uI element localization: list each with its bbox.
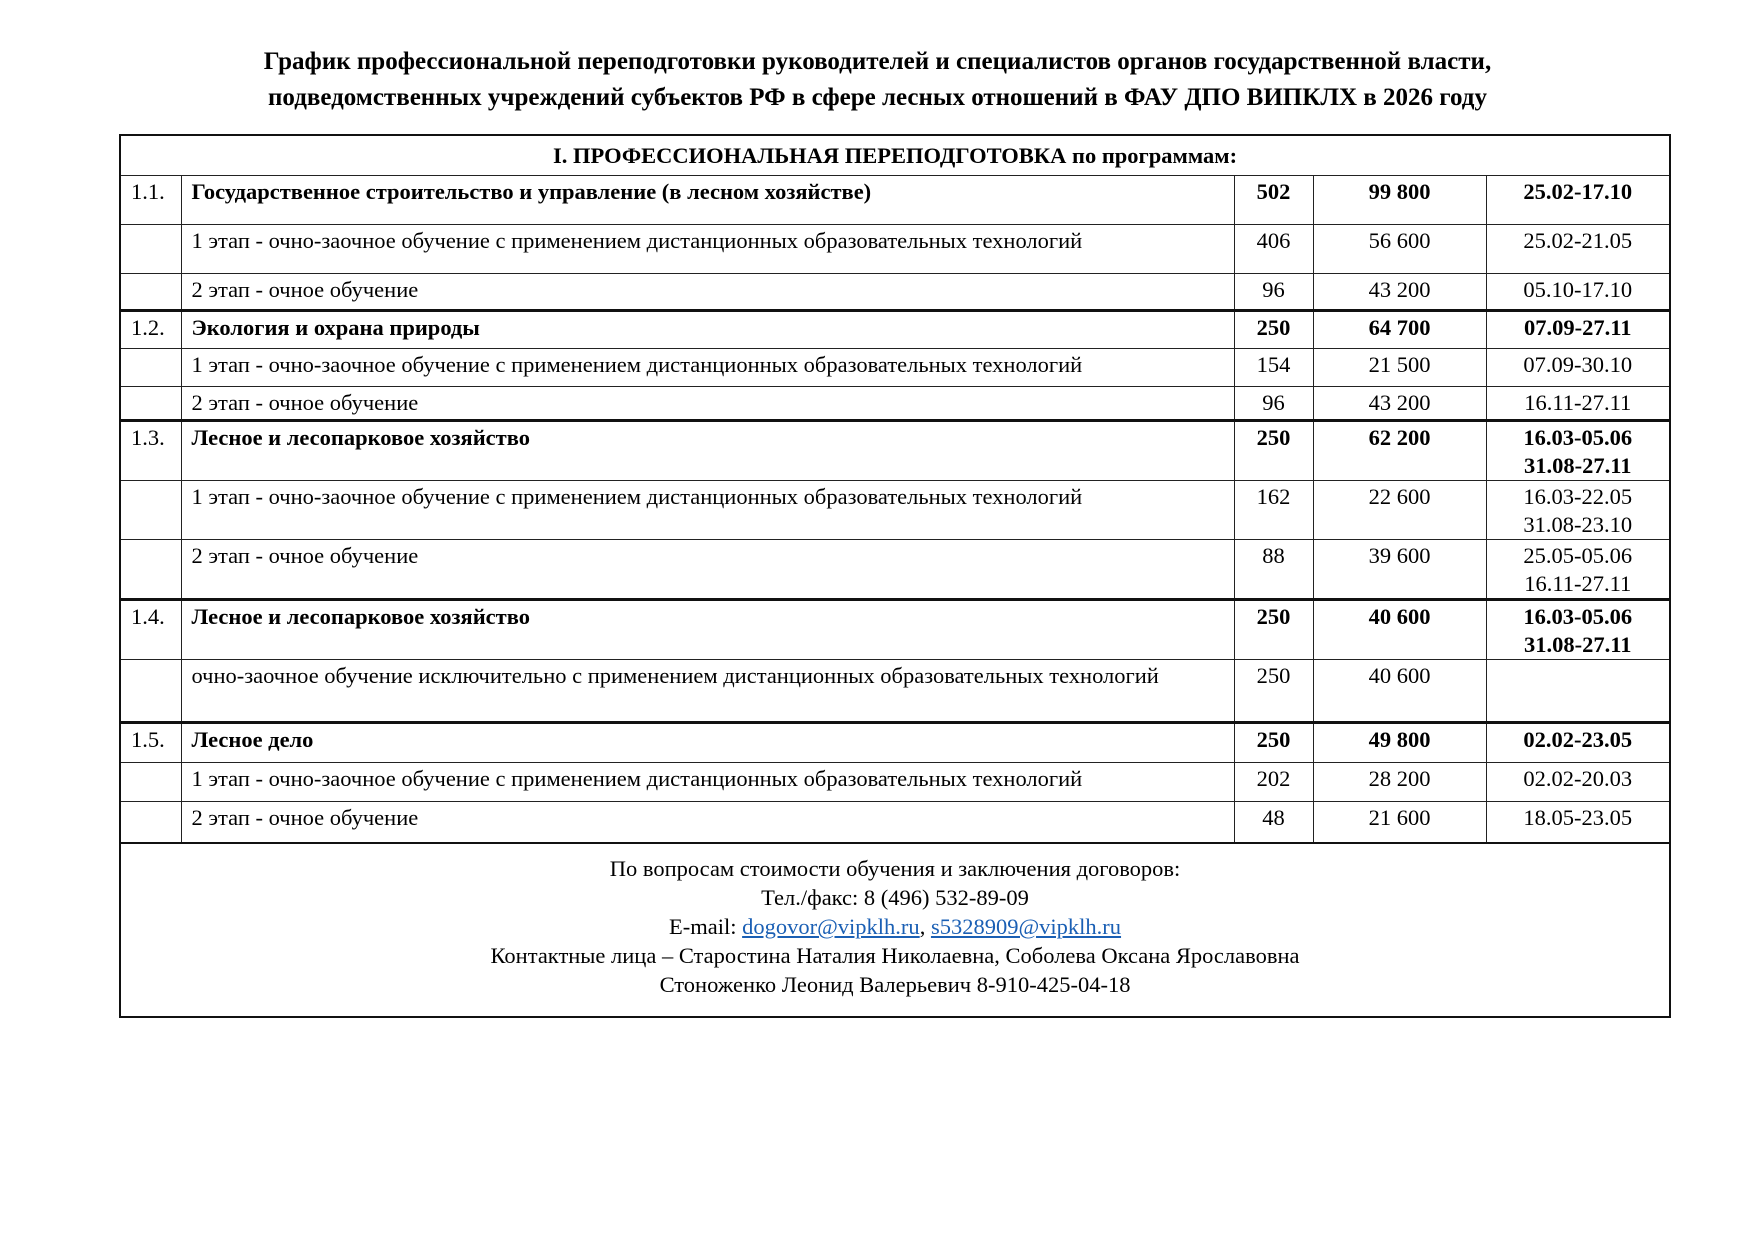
footer-intro: По вопросам стоимости обучения и заключе…: [609, 856, 1181, 881]
dates-cell: 25.05-05.06 16.11-27.11: [1485, 538, 1671, 600]
program-name: 2 этап - очное обучение: [180, 272, 1235, 311]
stage-row: 1 этап - очно-заочное обучение с примене…: [119, 223, 1671, 274]
program-number: [119, 761, 182, 802]
hours-cell: 250: [1233, 418, 1314, 481]
program-row: 1.1. Государственное строительство и упра…: [119, 174, 1671, 225]
hours-cell: 250: [1233, 720, 1314, 763]
dates-cell: 07.09-30.10: [1485, 347, 1671, 387]
stage-row: 1 этап - очно-заочное обучение с примене…: [119, 479, 1671, 540]
dates-cell: 16.11-27.11: [1485, 385, 1671, 421]
program-name: очно-заочное обучение исключительно с пр…: [180, 658, 1235, 723]
program-number: 1.2.: [119, 308, 182, 349]
program-name: Государственное строительство и управлен…: [180, 174, 1235, 225]
dates-cell: 25.02-17.10: [1485, 174, 1671, 225]
stage-row: 2 этап - очное обучение 96 43 200 05.10-17.…: [119, 272, 1671, 311]
program-name: 2 этап - очное обучение: [180, 538, 1235, 600]
hours-cell: 502: [1233, 174, 1314, 225]
program-name: 1 этап - очно-заочное обучение с примене…: [180, 223, 1235, 274]
program-number: [119, 385, 182, 421]
email-link-dogovor[interactable]: dogovor@vipklh.ru: [742, 914, 920, 939]
dates-cell: [1485, 658, 1671, 723]
dates-cell: 16.03-05.06 31.08-27.11: [1485, 418, 1671, 481]
stage-row: 2 этап - очное обучение 96 43 200 16.11-27.…: [119, 385, 1671, 421]
program-number: [119, 658, 182, 723]
hours-cell: 250: [1233, 597, 1314, 660]
price-cell: 49 800: [1312, 720, 1487, 763]
title-line-1: График профессиональной переподготовки р…: [263, 48, 1492, 75]
hours-cell: 96: [1233, 385, 1314, 421]
program-row: 1.5. Лесное дело 250 49 800 02.02-23.05: [119, 720, 1671, 763]
email-link-s5328909[interactable]: s5328909@vipklh.ru: [930, 914, 1122, 939]
dates-cell: 02.02-20.03: [1485, 761, 1671, 802]
program-name: Лесное дело: [180, 720, 1235, 763]
dates-cell: 07.09-27.11: [1485, 308, 1671, 349]
program-number: 1.4.: [119, 597, 182, 660]
price-cell: 28 200: [1312, 761, 1487, 802]
price-cell: 40 600: [1312, 597, 1487, 660]
stage-row: очно-заочное обучение исключительно с пр…: [119, 658, 1671, 723]
dates-cell: 02.02-23.05: [1485, 720, 1671, 763]
dates-cell: 05.10-17.10: [1485, 272, 1671, 311]
title-line-2: подведомственных учреждений субъектов РФ…: [268, 84, 1487, 111]
program-number: [119, 538, 182, 600]
price-cell: 43 200: [1312, 385, 1487, 421]
dates-cell: 25.02-21.05: [1485, 223, 1671, 274]
schedule-table: I. ПРОФЕССИОНАЛЬНАЯ ПЕРЕПОДГОТОВКА по пр…: [119, 134, 1672, 1018]
program-name: 2 этап - очное обучение: [180, 385, 1235, 421]
hours-cell: 96: [1233, 272, 1314, 311]
program-row: 1.4. Лесное и лесопарковое хозяйство 250 40…: [119, 597, 1671, 660]
price-cell: 21 600: [1312, 800, 1487, 844]
stage-row: 1 этап - очно-заочное обучение с примене…: [119, 761, 1671, 802]
dates-cell: 16.03-05.06 31.08-27.11: [1485, 597, 1671, 660]
price-cell: 39 600: [1312, 538, 1487, 600]
program-name: 1 этап - очно-заочное обучение с примене…: [180, 761, 1235, 802]
program-name: 2 этап - очное обучение: [180, 800, 1235, 844]
footer-contacts: Контактные лица – Старостина Наталия Ник…: [490, 943, 1300, 968]
hours-cell: 162: [1233, 479, 1314, 540]
program-name: Лесное и лесопарковое хозяйство: [180, 418, 1235, 481]
program-number: 1.3.: [119, 418, 182, 481]
program-name: 1 этап - очно-заочное обучение с примене…: [180, 347, 1235, 387]
hours-cell: 202: [1233, 761, 1314, 802]
price-cell: 40 600: [1312, 658, 1487, 723]
price-cell: 22 600: [1312, 479, 1487, 540]
contact-info: По вопросам стоимости обучения и заключе…: [119, 842, 1671, 1018]
hours-cell: 250: [1233, 658, 1314, 723]
program-number: 1.5.: [119, 720, 182, 763]
program-number: [119, 272, 182, 311]
footer-contact-2: Стоноженко Леонид Валерьевич 8-910-425-0…: [659, 972, 1131, 997]
stage-row: 2 этап - очное обучение 48 21 600 18.05-23.…: [119, 800, 1671, 844]
price-cell: 56 600: [1312, 223, 1487, 274]
program-name: 1 этап - очно-заочное обучение с примене…: [180, 479, 1235, 540]
program-name: Экология и охрана природы: [180, 308, 1235, 349]
email-separator: ,: [919, 914, 931, 939]
dates-cell: 18.05-23.05: [1485, 800, 1671, 844]
program-number: [119, 800, 182, 844]
price-cell: 99 800: [1312, 174, 1487, 225]
hours-cell: 154: [1233, 347, 1314, 387]
price-cell: 64 700: [1312, 308, 1487, 349]
program-number: [119, 223, 182, 274]
program-row: 1.2. Экология и охрана природы 250 64 700 07…: [119, 308, 1671, 349]
dates-cell: 16.03-22.05 31.08-23.10: [1485, 479, 1671, 540]
program-number: [119, 347, 182, 387]
section-header: I. ПРОФЕССИОНАЛЬНАЯ ПЕРЕПОДГОТОВКА по пр…: [119, 134, 1671, 176]
email-label: E-mail:: [668, 914, 743, 939]
footer-phone: Тел./факс: 8 (496) 532-89-09: [761, 885, 1029, 910]
hours-cell: 88: [1233, 538, 1314, 600]
program-row: 1.3. Лесное и лесопарковое хозяйство 250 62…: [119, 418, 1671, 481]
hours-cell: 48: [1233, 800, 1314, 844]
footer-email: E-mail: dogovor@vipklh.ru, s5328909@vipk…: [131, 912, 1659, 941]
program-name: Лесное и лесопарковое хозяйство: [180, 597, 1235, 660]
price-cell: 62 200: [1312, 418, 1487, 481]
stage-row: 1 этап - очно-заочное обучение с примене…: [119, 347, 1671, 387]
price-cell: 43 200: [1312, 272, 1487, 311]
price-cell: 21 500: [1312, 347, 1487, 387]
stage-row: 2 этап - очное обучение 88 39 600 25.05-05.…: [119, 538, 1671, 600]
program-number: [119, 479, 182, 540]
hours-cell: 406: [1233, 223, 1314, 274]
hours-cell: 250: [1233, 308, 1314, 349]
program-number: 1.1.: [119, 174, 182, 225]
document-title: График профессиональной переподготовки р…: [0, 44, 1755, 116]
